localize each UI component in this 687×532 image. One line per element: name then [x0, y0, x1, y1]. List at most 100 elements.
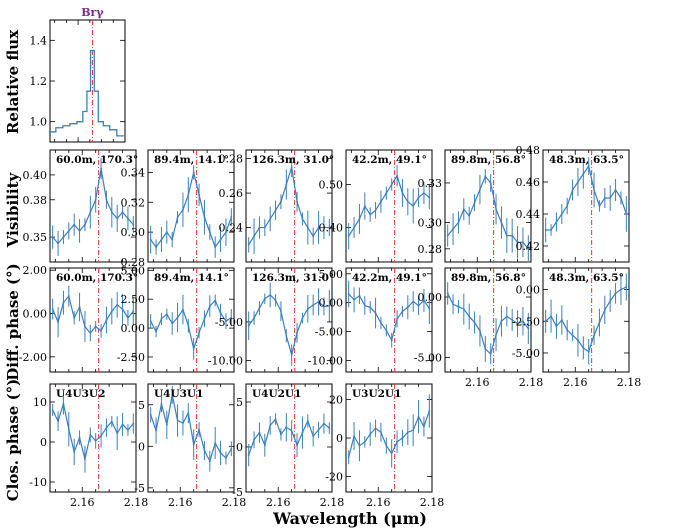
data-point: [457, 221, 460, 224]
data-point: [121, 211, 124, 214]
data-point: [380, 431, 382, 434]
data-point: [527, 247, 530, 250]
data-point: [323, 305, 325, 308]
data-point: [468, 315, 471, 318]
flux-panel: 1.0 1.2 1.4: [30, 19, 126, 143]
data-point: [479, 188, 481, 191]
visibility-panel: 0.28 0.30 0.33 89.8m, 56.8°: [418, 149, 532, 263]
data-point: [462, 208, 465, 211]
data-point: [110, 310, 113, 313]
data-point: [100, 167, 102, 170]
y-tick-label: 0.30: [121, 226, 146, 239]
data-point: [312, 435, 315, 438]
data-point: [121, 308, 124, 311]
data-point: [192, 171, 195, 174]
y-tick-label: 2.00: [23, 264, 48, 277]
data-point: [428, 410, 431, 412]
data-point: [452, 228, 454, 230]
data-point: [495, 333, 497, 336]
data-point: [369, 213, 372, 216]
data-point: [582, 347, 585, 349]
data-point: [363, 205, 366, 207]
y-tick-label: 5: [236, 396, 243, 409]
data-point: [219, 238, 222, 241]
data-point: [473, 321, 476, 324]
data-point: [609, 300, 612, 302]
data-point: [511, 319, 514, 321]
data-point: [62, 301, 65, 304]
data-point: [301, 218, 304, 220]
data-point: [571, 189, 574, 191]
x-tick-label: 2.18: [617, 376, 642, 389]
data-point: [290, 429, 293, 432]
data-point: [550, 315, 552, 318]
data-point: [358, 218, 361, 220]
data-point: [522, 241, 524, 244]
data-point: [67, 229, 70, 232]
data-point: [620, 197, 622, 199]
data-point: [511, 234, 514, 237]
data-point: [230, 316, 233, 319]
data-point: [51, 409, 54, 411]
data-point: [412, 429, 415, 432]
y-tick-label: 0.28: [418, 243, 443, 256]
data-point: [358, 444, 361, 447]
data-point: [73, 316, 76, 319]
y-tick-label: 0.00: [516, 284, 541, 297]
data-point: [219, 452, 222, 454]
data-point: [263, 444, 266, 447]
data-point: [317, 226, 320, 229]
data-point: [312, 304, 315, 306]
data-point: [198, 193, 200, 196]
data-point: [577, 181, 579, 183]
data-point: [149, 320, 152, 323]
data-point: [78, 436, 81, 439]
data-point: [57, 321, 59, 324]
x-tick-label: 2.18: [519, 376, 544, 389]
panel-frame: [147, 149, 235, 263]
data-point: [105, 426, 108, 429]
panel-frame: [345, 267, 433, 373]
y-tick-label: -2.50: [117, 351, 145, 364]
data-point: [374, 209, 377, 212]
data-point: [301, 317, 304, 319]
data-point: [328, 304, 331, 307]
data-point: [555, 325, 558, 328]
data-point: [57, 420, 59, 423]
diff-phase-y-label: Diff. phase (°): [4, 263, 22, 380]
data-point: [406, 306, 409, 309]
panel-frame: [49, 149, 137, 263]
data-point: [203, 449, 206, 452]
data-point: [328, 427, 331, 429]
data-point: [67, 428, 70, 431]
data-point: [182, 422, 184, 424]
y-tick-label: 0.24: [219, 222, 244, 235]
data-point: [51, 236, 54, 239]
data-point: [296, 444, 298, 447]
data-point: [412, 205, 415, 207]
y-tick-label: -10.00: [208, 354, 243, 367]
y-tick-label: 0: [336, 432, 343, 445]
data-point: [94, 325, 97, 328]
panel-label: 48.3m, 63.5°: [549, 154, 624, 166]
data-point: [505, 315, 508, 318]
panel-frame: [245, 383, 333, 493]
data-point: [230, 447, 233, 450]
panel-label: 48.3m, 63.5°: [549, 272, 624, 284]
data-point: [560, 319, 563, 321]
y-tick-label: -20: [325, 471, 343, 484]
data-point: [406, 431, 409, 434]
y-tick-label: 0.35: [23, 231, 48, 244]
panel-label: 42.2m, 49.1°: [352, 154, 427, 166]
data-point: [171, 238, 174, 241]
data-line: [348, 410, 430, 458]
data-point: [208, 460, 211, 463]
y-tick-label: 0.28: [121, 256, 146, 269]
data-point: [280, 200, 282, 203]
data-point: [347, 293, 350, 295]
data-point: [489, 182, 492, 184]
data-point: [171, 322, 174, 325]
data-point: [132, 310, 135, 313]
data-point: [290, 354, 293, 356]
